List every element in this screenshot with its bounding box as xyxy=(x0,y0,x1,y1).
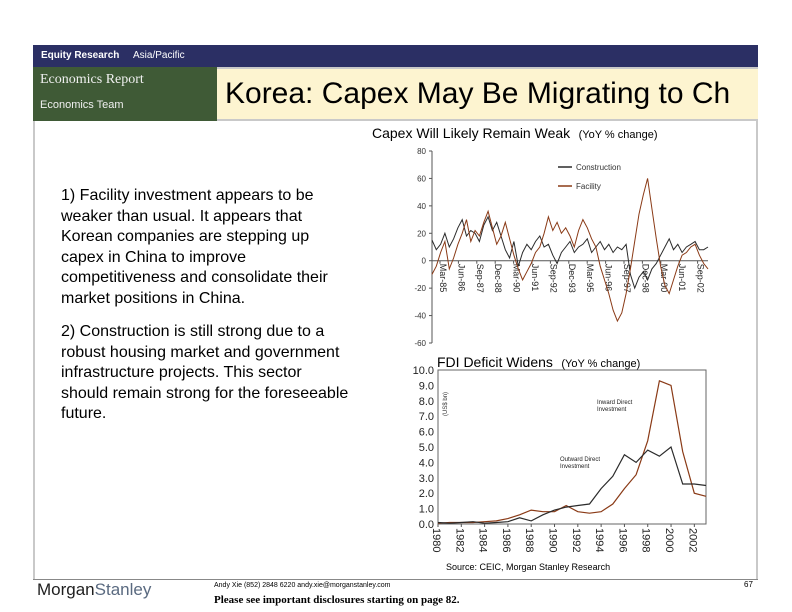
y-tick-label: 0 xyxy=(422,257,427,266)
annotation-inward-line1: Inward Direct xyxy=(597,400,633,406)
x-tick-label: 1990 xyxy=(547,528,559,552)
logo-stanley: Stanley xyxy=(94,580,152,599)
y-tick-label: 8.0 xyxy=(419,396,434,408)
legend-label: Facility xyxy=(576,182,601,191)
report-type: Economics Report xyxy=(40,72,144,87)
x-tick-label: Mar-90 xyxy=(512,264,522,293)
x-tick-label: 1988 xyxy=(523,528,535,552)
x-tick-label: Jun-91 xyxy=(530,264,540,292)
x-tick-label: Jun-01 xyxy=(677,264,687,292)
analyst-contact: Andy Xie (852) 2848 6220 andy.xie@morgan… xyxy=(214,582,391,589)
series-line xyxy=(437,445,707,524)
series-line-facility xyxy=(431,178,709,323)
x-tick-label: 1982 xyxy=(453,528,465,552)
x-tick-label: Mar-00 xyxy=(659,264,669,293)
y-tick-label: 10.0 xyxy=(413,365,434,377)
chart1-subtitle: (YoY % change) xyxy=(578,129,658,141)
chart2-subtitle: (YoY % change) xyxy=(561,358,641,370)
title-box: Korea: Capex May Be Migrating to Ch xyxy=(217,69,758,119)
logo-morgan: Morgan xyxy=(37,580,95,599)
y-tick-label: 6.0 xyxy=(419,427,434,439)
x-tick-label: Dec-98 xyxy=(640,264,650,293)
frame-left xyxy=(33,121,35,579)
x-tick-label: 2000 xyxy=(663,528,675,552)
y-tick-label: 0.0 xyxy=(419,519,434,531)
y-tick-label: 40 xyxy=(417,202,426,211)
source-note: Source: CEIC, Morgan Stanley Research xyxy=(446,562,611,572)
chart2-heading: FDI Deficit Widens (YoY % change) xyxy=(437,354,640,372)
x-tick-label: Sep-92 xyxy=(548,264,558,293)
annotation-inward-line2: Investment xyxy=(597,407,627,413)
y-tick-label: 2.0 xyxy=(419,488,434,500)
x-tick-label: 1992 xyxy=(570,528,582,552)
y-tick-label: 3.0 xyxy=(419,473,434,485)
series-line xyxy=(437,379,707,524)
annotation-outward-line1: Outward Direct xyxy=(560,457,600,463)
y-tick-label: 4.0 xyxy=(419,457,434,469)
bullet-2: 2) Construction is still strong due to a… xyxy=(61,323,349,422)
y-tick-label: -40 xyxy=(414,312,426,321)
x-tick-label: 2002 xyxy=(686,528,698,552)
y-tick-label: 1.0 xyxy=(419,504,434,516)
y-tick-label: 20 xyxy=(417,229,426,238)
x-tick-label: 1984 xyxy=(477,528,489,552)
capex-chart: 80 60 40 20 0 -20 -40 -60 Mar-85 Jun-86 Sep-87 Dec-… xyxy=(414,147,709,348)
page-number: 67 xyxy=(744,580,753,589)
region-label: Asia/Pacific xyxy=(133,50,185,61)
y-axis-label: (US$ bn) xyxy=(443,392,449,416)
x-tick-label: Sep-87 xyxy=(475,264,485,293)
y-tick-label: -60 xyxy=(414,339,426,348)
footer-rule xyxy=(33,579,758,580)
frame-right xyxy=(756,121,758,579)
section-label: Equity Research xyxy=(41,50,120,61)
y-tick-label: 80 xyxy=(417,147,426,156)
y-tick-label: 5.0 xyxy=(419,442,434,454)
annotation-outward-line2: Investment xyxy=(560,464,590,470)
x-tick-label: 1980 xyxy=(430,528,442,552)
morgan-stanley-logo: MorganStanley xyxy=(37,580,151,600)
fdi-chart: 10.0 9.0 8.0 7.0 6.0 5.0 4.0 3.0 2.0 1.0 0.0 (US$ b… xyxy=(413,365,707,552)
y-tick-label: 9.0 xyxy=(419,380,434,392)
x-tick-label: 1994 xyxy=(593,528,605,552)
report-type-box: Economics Report Economics Team xyxy=(33,67,217,121)
bullet-1: 1) Facility investment appears to be wea… xyxy=(61,187,328,307)
team-label: Economics Team xyxy=(40,99,124,111)
x-tick-label: Sep-02 xyxy=(696,264,706,293)
x-tick-label: 1986 xyxy=(500,528,512,552)
page-title: Korea: Capex May Be Migrating to Ch xyxy=(225,77,731,110)
legend-label: Construction xyxy=(576,163,621,172)
x-tick-label: Mar-85 xyxy=(438,264,448,293)
x-tick-label: Sep-97 xyxy=(622,264,632,293)
header-bar: Equity Research Asia/Pacific xyxy=(33,45,758,67)
y-tick-label: 7.0 xyxy=(419,411,434,423)
x-tick-label: Dec-88 xyxy=(493,264,503,293)
x-tick-label: Jun-86 xyxy=(456,264,466,292)
x-tick-label: Mar-95 xyxy=(585,264,595,293)
x-tick-label: Dec-93 xyxy=(567,264,577,293)
y-tick-label: 60 xyxy=(417,174,426,183)
x-tick-label: Jun-96 xyxy=(604,264,614,292)
plot-frame xyxy=(437,369,707,525)
chart1-title: Capex Will Likely Remain Weak xyxy=(372,125,571,141)
chart1-heading: Capex Will Likely Remain Weak (YoY % cha… xyxy=(372,125,657,143)
disclosure-note: Please see important disclosures startin… xyxy=(214,594,460,606)
series-line-construction xyxy=(431,215,709,290)
x-tick-label: 1996 xyxy=(616,528,628,552)
x-tick-label: 1998 xyxy=(640,528,652,552)
chart2-title: FDI Deficit Widens xyxy=(437,354,553,370)
y-tick-label: -20 xyxy=(414,284,426,293)
